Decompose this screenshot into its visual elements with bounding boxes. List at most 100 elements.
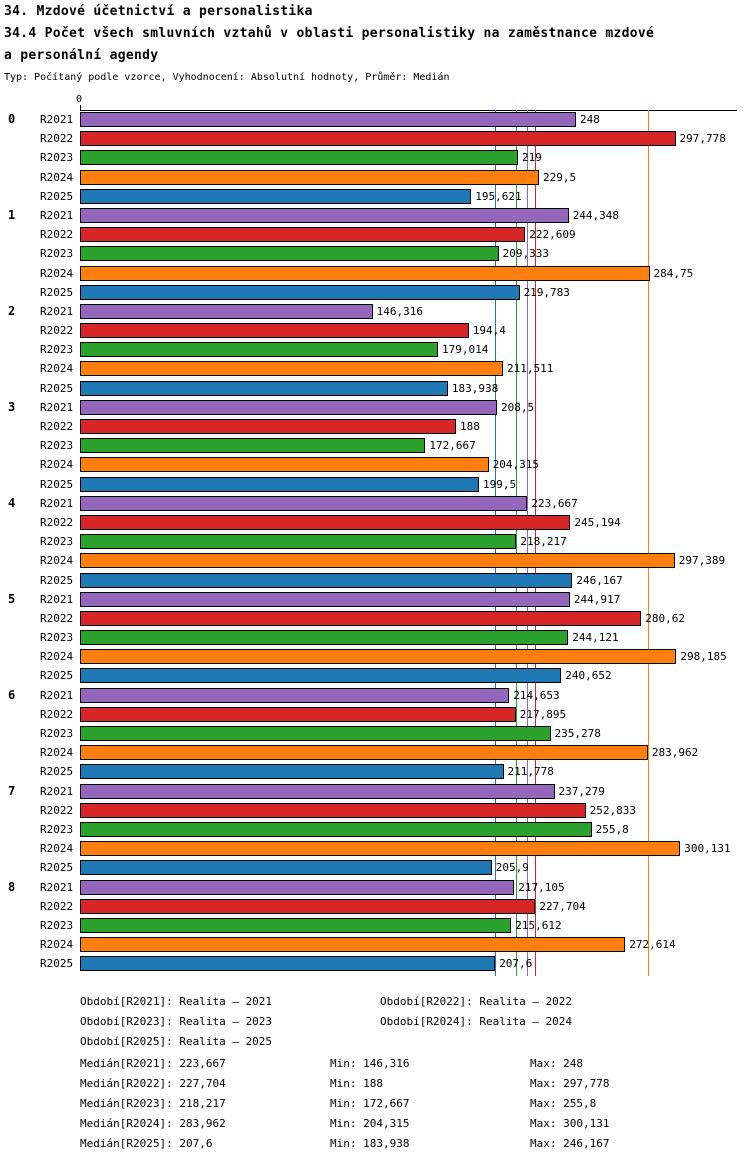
legend-item: Období[R2021]: Realita – 2021 xyxy=(80,995,273,1008)
bar-R2025 xyxy=(80,764,504,780)
series-label: R2023 xyxy=(40,343,74,357)
chart-row: 4 R2021 223,667 xyxy=(0,495,750,515)
legend: Období[R2021]: Realita – 2021 Období[R202… xyxy=(80,992,680,1052)
series-label: R2024 xyxy=(40,938,74,952)
series-label: R2022 xyxy=(40,132,74,146)
value-label: 229,5 xyxy=(543,170,577,184)
chart-row: R2025 195,621 xyxy=(0,188,750,208)
bar-R2025 xyxy=(80,284,520,300)
chart-row: R2022 188 xyxy=(0,419,750,438)
bar-R2024 xyxy=(80,361,504,377)
chart-row: R2023 218,217 xyxy=(0,534,750,553)
chart-row: R2023 172,667 xyxy=(0,438,750,457)
value-label: 146,316 xyxy=(376,304,423,318)
chart-row: R2023 235,278 xyxy=(0,726,750,745)
legend-item: Období[R2024]: Realita – 2024 xyxy=(380,1015,573,1028)
chart-row: R2023 244,121 xyxy=(0,630,750,649)
series-label: R2022 xyxy=(40,324,74,338)
group-label: 6 xyxy=(8,687,16,702)
series-label: R2025 xyxy=(40,765,74,779)
stats-max: Max: 246,167 xyxy=(530,1137,610,1150)
value-label: 214,653 xyxy=(513,688,560,702)
series-label: R2024 xyxy=(40,650,74,664)
value-label: 215,612 xyxy=(515,918,562,932)
bar-R2023 xyxy=(80,917,512,933)
stats-max: Max: 248 xyxy=(530,1057,583,1070)
value-label: 207,6 xyxy=(499,957,533,971)
stats-min: Min: 183,938 xyxy=(330,1137,410,1150)
value-label: 298,185 xyxy=(680,650,727,664)
median-line-R2021 xyxy=(527,110,529,976)
chart-row: 3 R2021 208,5 xyxy=(0,399,750,419)
group-label: 0 xyxy=(8,112,16,126)
chart-row: R2022 297,778 xyxy=(0,131,750,150)
bar-R2025 xyxy=(80,668,562,684)
bar-R2022 xyxy=(80,323,469,339)
series-label: R2022 xyxy=(40,803,74,817)
stats: Medián[R2021]: 223,667 Min: 146,316 Max: 2… xyxy=(80,1054,740,1154)
chart-row: R2024 297,389 xyxy=(0,553,750,572)
bar-R2024 xyxy=(80,937,626,953)
series-label: R2025 xyxy=(40,189,74,203)
bar-R2023 xyxy=(80,534,517,550)
bar-R2021 xyxy=(80,207,569,223)
chart-row: R2025 246,167 xyxy=(0,572,750,592)
chart-row: R2024 204,315 xyxy=(0,457,750,476)
bar-R2024 xyxy=(80,553,675,569)
chart-row: R2022 194,4 xyxy=(0,323,750,342)
bar-R2025 xyxy=(80,572,573,588)
legend-item: Období[R2025]: Realita – 2025 xyxy=(80,1035,273,1048)
series-label: R2024 xyxy=(40,170,74,184)
series-label: R2025 xyxy=(40,381,74,395)
series-label: R2021 xyxy=(40,784,74,798)
series-label: R2022 xyxy=(40,515,74,529)
group-label: 7 xyxy=(8,783,16,798)
bar-R2021 xyxy=(80,879,515,895)
series-label: R2025 xyxy=(40,285,74,299)
series-label: R2025 xyxy=(40,957,74,971)
chart-rows: 0 R2021 248 R2022 297,778 R2023 219 R2024 229,5 R… xyxy=(0,112,750,975)
chart-row: R2023 219 xyxy=(0,150,750,169)
chart-row: 1 R2021 244,348 xyxy=(0,207,750,227)
value-label: 245,194 xyxy=(574,515,621,529)
bar-R2022 xyxy=(80,610,642,626)
value-label: 255,8 xyxy=(595,822,629,836)
stats-min: Min: 204,315 xyxy=(330,1117,410,1130)
value-label: 244,917 xyxy=(573,592,621,606)
value-label: 252,833 xyxy=(589,803,637,817)
series-label: R2025 xyxy=(40,861,74,875)
stats-median: Medián[R2024]: 283,962 xyxy=(80,1117,226,1130)
group-label: 1 xyxy=(8,207,16,222)
chart-row: 5 R2021 244,917 xyxy=(0,591,750,611)
value-label: 272,614 xyxy=(629,938,676,952)
chart-row: R2022 217,895 xyxy=(0,706,750,726)
value-label: 183,938 xyxy=(451,381,499,395)
chart-row: R2023 215,612 xyxy=(0,917,750,937)
report-meta: Typ: Počítaný podle vzorce, Vyhodnocení:… xyxy=(4,72,450,83)
chart-row: 8 R2021 217,105 xyxy=(0,879,750,899)
value-label: 217,105 xyxy=(518,880,565,894)
bar-R2022 xyxy=(80,514,571,530)
bar-R2024 xyxy=(80,457,489,473)
chart-row: R2024 229,5 xyxy=(0,169,750,189)
group-label: 3 xyxy=(8,399,16,414)
bar-R2025 xyxy=(80,380,448,396)
bar-R2022 xyxy=(80,706,516,722)
axis-zero-label: 0 xyxy=(76,94,83,105)
bar-R2025 xyxy=(80,188,472,204)
series-label: R2022 xyxy=(40,899,74,913)
chart-row: R2024 284,75 xyxy=(0,265,750,285)
value-label: 240,652 xyxy=(565,669,612,683)
stats-row: Medián[R2022]: 227,704 Min: 188 Max: 297,7… xyxy=(80,1074,740,1094)
value-label: 188 xyxy=(460,420,480,433)
bar-R2023 xyxy=(80,630,569,646)
chart-row: R2024 272,614 xyxy=(0,937,750,956)
median-line-R2024 xyxy=(647,110,649,976)
series-label: R2024 xyxy=(40,746,74,760)
chart-row: R2025 211,778 xyxy=(0,764,750,783)
report-subtitle-line1: 34.4 Počet všech smluvních vztahů v obla… xyxy=(4,26,655,41)
value-label: 211,778 xyxy=(507,765,554,779)
value-label: 237,279 xyxy=(558,784,605,798)
chart-row: R2025 240,652 xyxy=(0,668,750,687)
bar-R2021 xyxy=(80,399,497,415)
